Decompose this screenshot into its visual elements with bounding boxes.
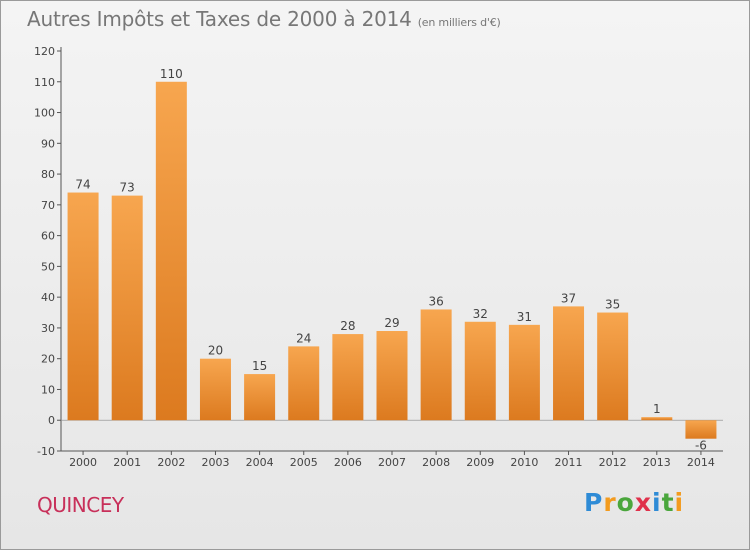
data-label: 29	[384, 316, 399, 330]
logo-letter: P	[584, 488, 604, 517]
data-label: 37	[561, 291, 576, 305]
place-name: QUINCEY	[37, 493, 124, 517]
x-tick-label: 2011	[555, 456, 583, 469]
x-tick-label: 2004	[246, 456, 274, 469]
bar	[464, 321, 496, 421]
bar	[332, 334, 364, 421]
data-label: 31	[517, 310, 532, 324]
x-tick-label: 2012	[599, 456, 627, 469]
bar	[244, 374, 276, 421]
x-tick-label: 2006	[334, 456, 362, 469]
data-label: 36	[428, 294, 443, 308]
x-tick-label: 2001	[113, 456, 141, 469]
y-tick-label: 10	[41, 383, 55, 396]
bar	[641, 417, 673, 421]
y-tick-label: 110	[34, 76, 55, 89]
bar	[553, 306, 585, 421]
data-label: 24	[296, 331, 311, 345]
y-tick-label: 30	[41, 322, 55, 335]
x-tick-label: 2003	[201, 456, 229, 469]
y-tick-label: 90	[41, 137, 55, 150]
y-tick-label: -10	[37, 445, 55, 458]
data-label: 74	[75, 178, 90, 192]
x-tick-label: 2007	[378, 456, 406, 469]
y-tick-label: 20	[41, 353, 55, 366]
bar	[199, 358, 231, 421]
proxiti-logo[interactable]: Proxiti	[584, 488, 684, 517]
y-tick-label: 120	[34, 45, 55, 58]
y-tick-label: 60	[41, 230, 55, 243]
y-tick-label: 0	[48, 414, 55, 427]
y-tick-label: 100	[34, 107, 55, 120]
bar	[597, 312, 629, 421]
data-label: 35	[605, 298, 620, 312]
x-tick-label: 2010	[510, 456, 538, 469]
chart-title: Autres Impôts et Taxes de 2000 à 2014 (en…	[27, 7, 501, 31]
data-label: 28	[340, 319, 355, 333]
x-tick-label: 2000	[69, 456, 97, 469]
bar	[685, 420, 717, 439]
logo-letter: r	[603, 488, 617, 517]
data-label: 110	[160, 67, 183, 81]
y-tick-label: 80	[41, 168, 55, 181]
data-label: 73	[120, 181, 135, 195]
data-label: -6	[695, 439, 707, 453]
logo-letter: i	[652, 488, 662, 517]
y-tick-label: 70	[41, 199, 55, 212]
data-label: 20	[208, 344, 223, 358]
x-tick-label: 2008	[422, 456, 450, 469]
x-tick-label: 2013	[643, 456, 671, 469]
data-label: 15	[252, 359, 267, 373]
bar	[420, 309, 452, 421]
data-label: 32	[473, 307, 488, 321]
logo-letter: x	[634, 488, 652, 517]
x-tick-label: 2009	[466, 456, 494, 469]
y-tick-label: 50	[41, 260, 55, 273]
logo-letter: o	[616, 488, 635, 517]
bar	[376, 331, 408, 421]
chart-title-text: Autres Impôts et Taxes de 2000 à 2014	[27, 7, 412, 31]
data-label: 1	[653, 402, 661, 416]
logo-letter: i	[674, 488, 685, 517]
x-tick-label: 2014	[687, 456, 715, 469]
bar	[155, 81, 187, 421]
bar	[508, 324, 540, 421]
y-tick-label: 40	[41, 291, 55, 304]
bar	[288, 346, 320, 421]
x-tick-label: 2002	[157, 456, 185, 469]
chart-subtitle: (en milliers d'€)	[417, 16, 501, 29]
bar	[67, 192, 99, 421]
logo-letter: t	[661, 488, 675, 517]
bar	[111, 195, 143, 421]
x-tick-label: 2005	[290, 456, 318, 469]
